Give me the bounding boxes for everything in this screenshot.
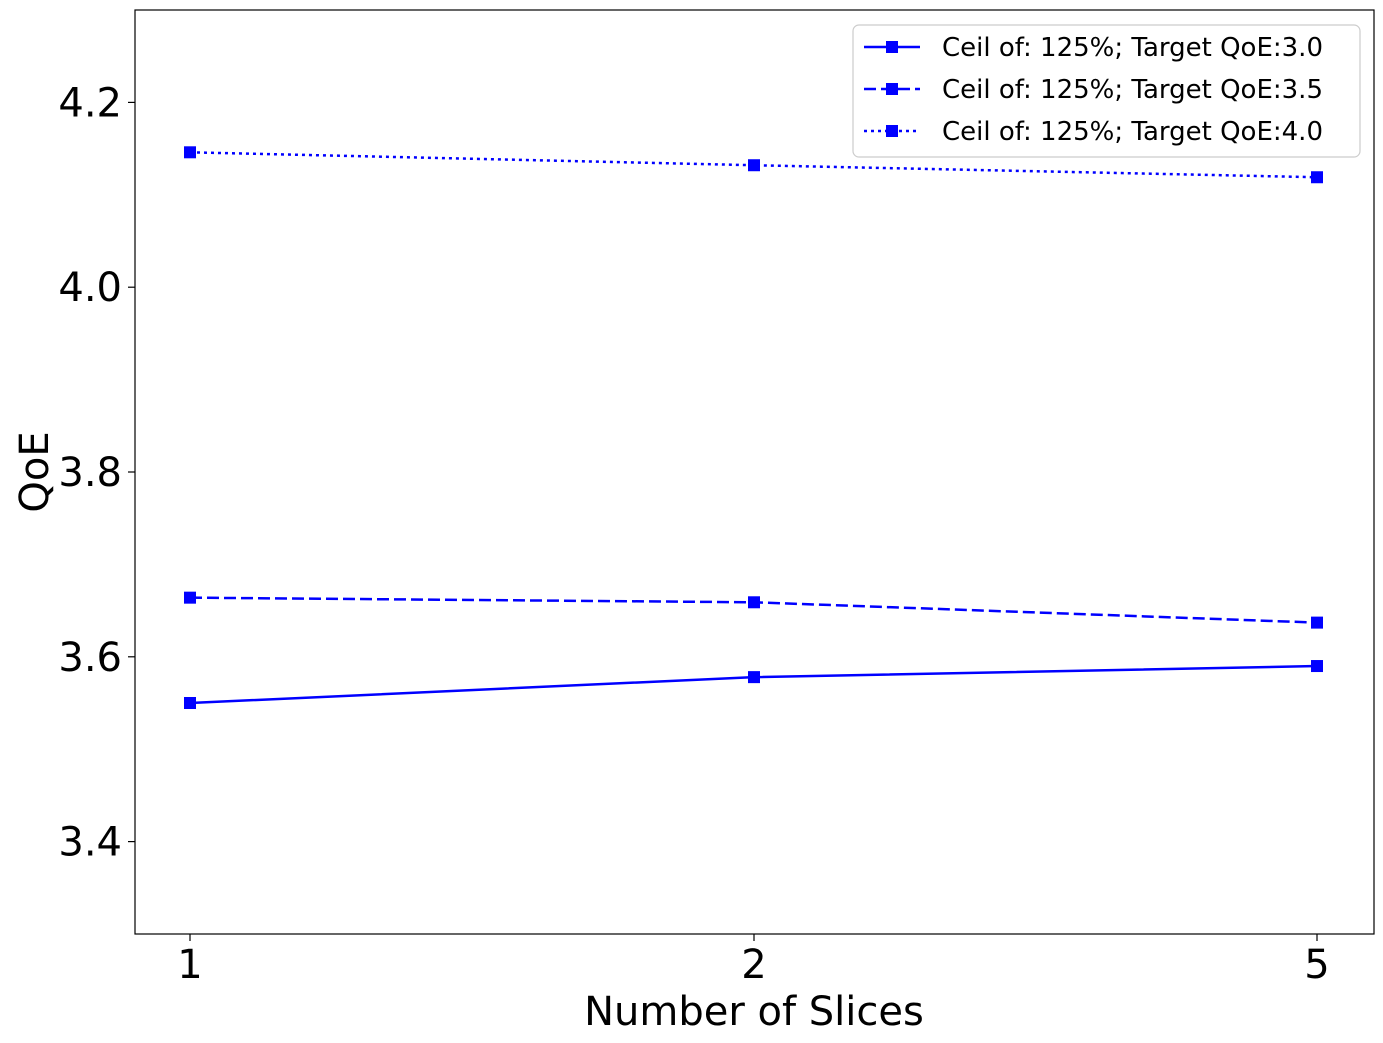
- legend-marker: [886, 125, 898, 137]
- series-markers: [184, 146, 1323, 709]
- data-point-marker: [1311, 616, 1323, 629]
- series-line-3: [189, 151, 1318, 179]
- y-tick-label: 3.6: [58, 635, 122, 681]
- legend-marker: [886, 41, 898, 53]
- x-axis-label: Number of Slices: [584, 989, 924, 1035]
- data-point-marker: [1311, 171, 1323, 184]
- data-point-marker: [748, 159, 760, 172]
- legend: Ceil of: 125%; Target QoE:3.0 Ceil of: 12…: [852, 24, 1361, 158]
- x-tick-label: 5: [1304, 942, 1329, 988]
- legend-entry-label: Ceil of: 125%; Target QoE:3.5: [942, 75, 1323, 105]
- y-tick-label: 3.8: [58, 450, 122, 496]
- x-tick-label: 1: [177, 942, 202, 988]
- x-axis-ticks: 1 2 5: [177, 934, 1330, 988]
- legend-box: [852, 24, 1361, 158]
- y-tick-label: 3.4: [58, 820, 122, 866]
- data-point-marker: [184, 697, 196, 709]
- y-axis-label: QoE: [12, 431, 58, 512]
- y-tick-label: 4.0: [58, 265, 122, 311]
- data-point-marker: [1311, 660, 1323, 673]
- y-tick-label: 4.2: [58, 80, 122, 126]
- y-axis-ticks: 3.4 3.6 3.8 4.0 4.2: [58, 80, 135, 866]
- data-point-marker: [184, 146, 196, 159]
- data-point-marker: [748, 596, 760, 609]
- x-tick-label: 2: [741, 942, 766, 988]
- legend-marker: [886, 83, 898, 95]
- legend-entry-label: Ceil of: 125%; Target QoE:3.0: [942, 33, 1323, 63]
- legend-entry-label: Ceil of: 125%; Target QoE:4.0: [942, 117, 1323, 147]
- data-point-marker: [748, 671, 760, 684]
- data-point-marker: [184, 591, 196, 604]
